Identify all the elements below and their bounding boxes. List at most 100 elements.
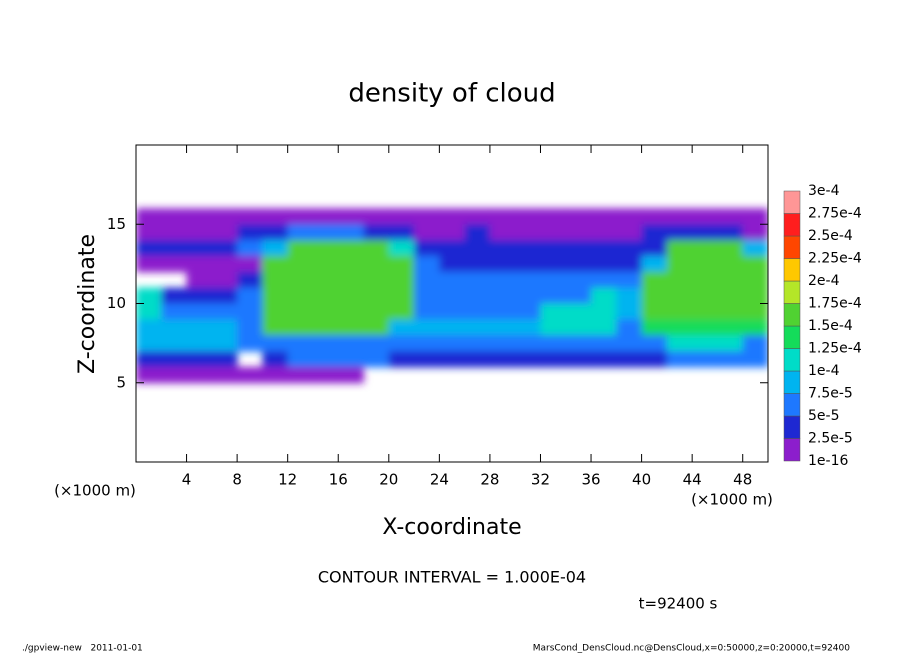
cell xyxy=(591,255,617,273)
cell xyxy=(136,335,162,352)
cell xyxy=(186,208,213,225)
field xyxy=(136,208,768,384)
cell xyxy=(211,303,238,320)
cell xyxy=(565,271,592,289)
cell xyxy=(211,271,238,289)
cell xyxy=(464,303,491,320)
cell xyxy=(515,335,541,352)
cell xyxy=(287,366,314,384)
cell xyxy=(414,287,440,304)
cell xyxy=(262,319,289,336)
cell xyxy=(237,271,263,289)
x-tick-label: 44 xyxy=(683,471,702,489)
cell xyxy=(616,351,643,368)
colorbar-box xyxy=(783,438,801,462)
cell xyxy=(666,208,693,225)
cell xyxy=(464,240,491,257)
cell xyxy=(287,303,314,320)
cell xyxy=(312,366,339,384)
cell xyxy=(565,240,592,257)
cell xyxy=(136,319,162,336)
cell xyxy=(186,303,213,320)
cell xyxy=(515,240,541,257)
x-tick-label: 36 xyxy=(581,471,600,489)
cell xyxy=(414,335,440,352)
colorbar-label: 1e-4 xyxy=(808,363,840,379)
cell xyxy=(262,335,289,352)
cell xyxy=(591,208,617,225)
cell xyxy=(692,271,718,289)
cell xyxy=(692,335,718,352)
cell xyxy=(540,271,567,289)
cell xyxy=(211,255,238,273)
cell xyxy=(692,319,718,336)
cell xyxy=(262,224,289,241)
colorbar-label: 3e-4 xyxy=(808,183,840,199)
colorbar-label: 1e-16 xyxy=(808,453,848,469)
cell xyxy=(211,351,238,368)
cell xyxy=(388,351,415,368)
cell xyxy=(540,335,567,352)
cell xyxy=(439,351,466,368)
cell xyxy=(515,287,541,304)
cell xyxy=(363,287,390,304)
cell xyxy=(237,224,263,241)
cell xyxy=(515,303,541,320)
cell xyxy=(717,335,744,352)
x-tick-label: 16 xyxy=(329,471,348,489)
cell xyxy=(211,319,238,336)
cell xyxy=(591,224,617,241)
cell xyxy=(641,335,668,352)
cell xyxy=(565,335,592,352)
cell xyxy=(515,224,541,241)
cell xyxy=(641,255,668,273)
cell xyxy=(591,351,617,368)
cell xyxy=(717,271,744,289)
colorbar-label: 2.25e-4 xyxy=(808,251,862,267)
cell xyxy=(515,255,541,273)
cell xyxy=(161,287,188,304)
cell xyxy=(439,335,466,352)
cell xyxy=(666,335,693,352)
cell xyxy=(742,351,768,368)
cell xyxy=(540,319,567,336)
x-tick-label: 40 xyxy=(632,471,651,489)
cell xyxy=(692,255,718,273)
cell xyxy=(489,224,516,241)
cell xyxy=(565,351,592,368)
colorbar-label: 2.5e-5 xyxy=(808,431,853,447)
cell xyxy=(363,335,390,352)
cell xyxy=(464,351,491,368)
cell xyxy=(262,351,289,368)
cell xyxy=(363,319,390,336)
cell xyxy=(388,303,415,320)
cells xyxy=(136,208,768,384)
cell xyxy=(439,255,466,273)
cell xyxy=(540,255,567,273)
cell xyxy=(338,303,365,320)
cell xyxy=(211,335,238,352)
cell xyxy=(186,319,213,336)
cell xyxy=(666,271,693,289)
cell xyxy=(287,287,314,304)
cell xyxy=(489,271,516,289)
cell xyxy=(136,224,162,241)
colorbar-box xyxy=(783,190,801,214)
cell xyxy=(388,271,415,289)
cell xyxy=(717,303,744,320)
cell xyxy=(439,303,466,320)
cell xyxy=(136,303,162,320)
cell xyxy=(262,287,289,304)
cell xyxy=(439,224,466,241)
cell xyxy=(237,319,263,336)
cell xyxy=(161,303,188,320)
colorbar-box xyxy=(783,235,801,259)
cell xyxy=(489,335,516,352)
cell xyxy=(692,351,718,368)
cell xyxy=(742,271,768,289)
cell xyxy=(616,255,643,273)
colorbar-box xyxy=(783,370,801,394)
cell xyxy=(161,208,188,225)
cell xyxy=(692,224,718,241)
